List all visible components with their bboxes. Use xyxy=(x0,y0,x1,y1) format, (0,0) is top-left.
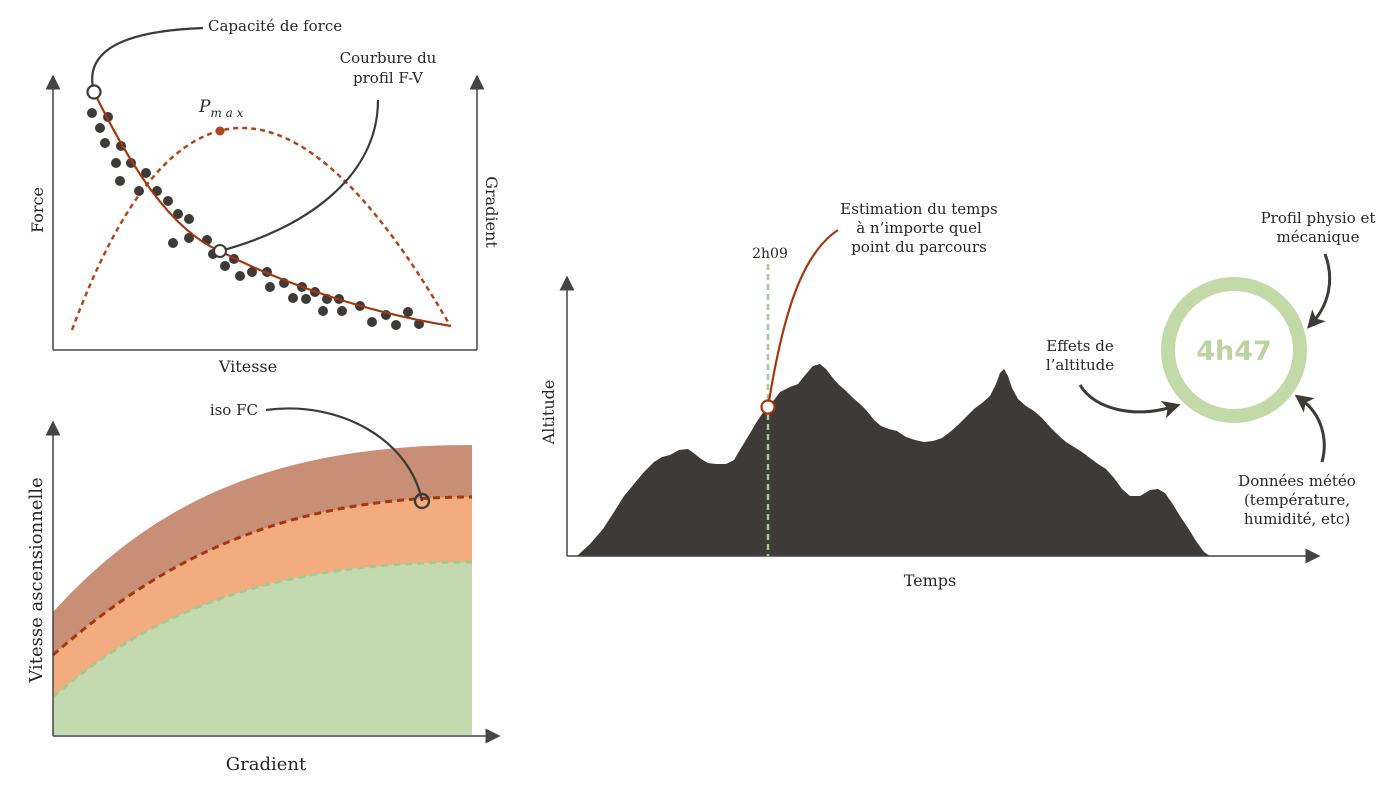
weather-label-1: Données météo xyxy=(1238,472,1356,490)
estimate-label-2: à n’importe quel xyxy=(856,219,982,237)
estimate-callout-line xyxy=(766,229,839,408)
iso-callout-line xyxy=(265,407,424,502)
fv-y-label: Force xyxy=(28,187,47,233)
curvature-callout-line xyxy=(219,99,380,253)
profile-x-label: Temps xyxy=(904,571,957,590)
force-callout-label: Capacité de force xyxy=(208,17,342,35)
physio-label-1: Profil physio et xyxy=(1261,209,1376,227)
estimate-label-1: Estimation du temps xyxy=(840,200,997,218)
race-profile-chart: Temps Altitude 2h09 Estimation du temps … xyxy=(539,200,1321,590)
weather-label-3: humidité, etc) xyxy=(1244,510,1350,528)
curvature-callout-label-2: profil F-V xyxy=(353,69,424,87)
pmax-point xyxy=(215,126,225,136)
estimate-label-3: point du parcours xyxy=(851,238,987,256)
band-lower xyxy=(53,562,472,735)
estimate-marker xyxy=(760,399,776,415)
green-threshold-curve xyxy=(52,560,473,699)
force-capacity-marker xyxy=(86,84,102,100)
fv-x-label: Vitesse xyxy=(218,357,277,376)
iso-x-label: Gradient xyxy=(226,754,307,775)
pmax-label: Pm a x xyxy=(198,97,244,120)
force-velocity-chart: Vitesse Force Gradient Pm a x Capac xyxy=(28,17,501,376)
power-curve xyxy=(70,126,450,331)
fv-y2-label: Gradient xyxy=(482,176,501,248)
altitude-label-2: l’altitude xyxy=(1046,356,1114,374)
iso-fc-curve xyxy=(52,495,473,657)
weather-arrow xyxy=(1294,394,1326,463)
curvature-callout-label-1: Courbure du xyxy=(340,49,437,67)
weather-label-2: (température, xyxy=(1244,491,1350,509)
predicted-time: 4h47 xyxy=(1196,336,1272,367)
prediction-ring-group: 4h47 Profil physio et mécanique Effets d… xyxy=(1046,209,1376,528)
prediction-ring xyxy=(1161,277,1307,423)
iso-callout-label: iso FC xyxy=(210,401,258,419)
physio-arrow xyxy=(1307,253,1332,329)
profile-y-label: Altitude xyxy=(539,380,558,446)
fv-data-points xyxy=(87,108,424,330)
curvature-marker xyxy=(213,244,227,258)
elevation-profile xyxy=(577,364,1210,556)
altitude-arrow xyxy=(1078,384,1181,419)
iso-fc-chart: Gradient Vitesse ascensionnelle iso FC xyxy=(26,401,501,775)
iso-fc-marker xyxy=(413,492,431,510)
physio-label-2: mécanique xyxy=(1276,228,1359,246)
iso-y-label: Vitesse ascensionnelle xyxy=(26,477,47,683)
altitude-label-1: Effets de xyxy=(1046,337,1114,355)
time-marker-label: 2h09 xyxy=(752,246,788,262)
force-callout-line xyxy=(91,26,204,93)
